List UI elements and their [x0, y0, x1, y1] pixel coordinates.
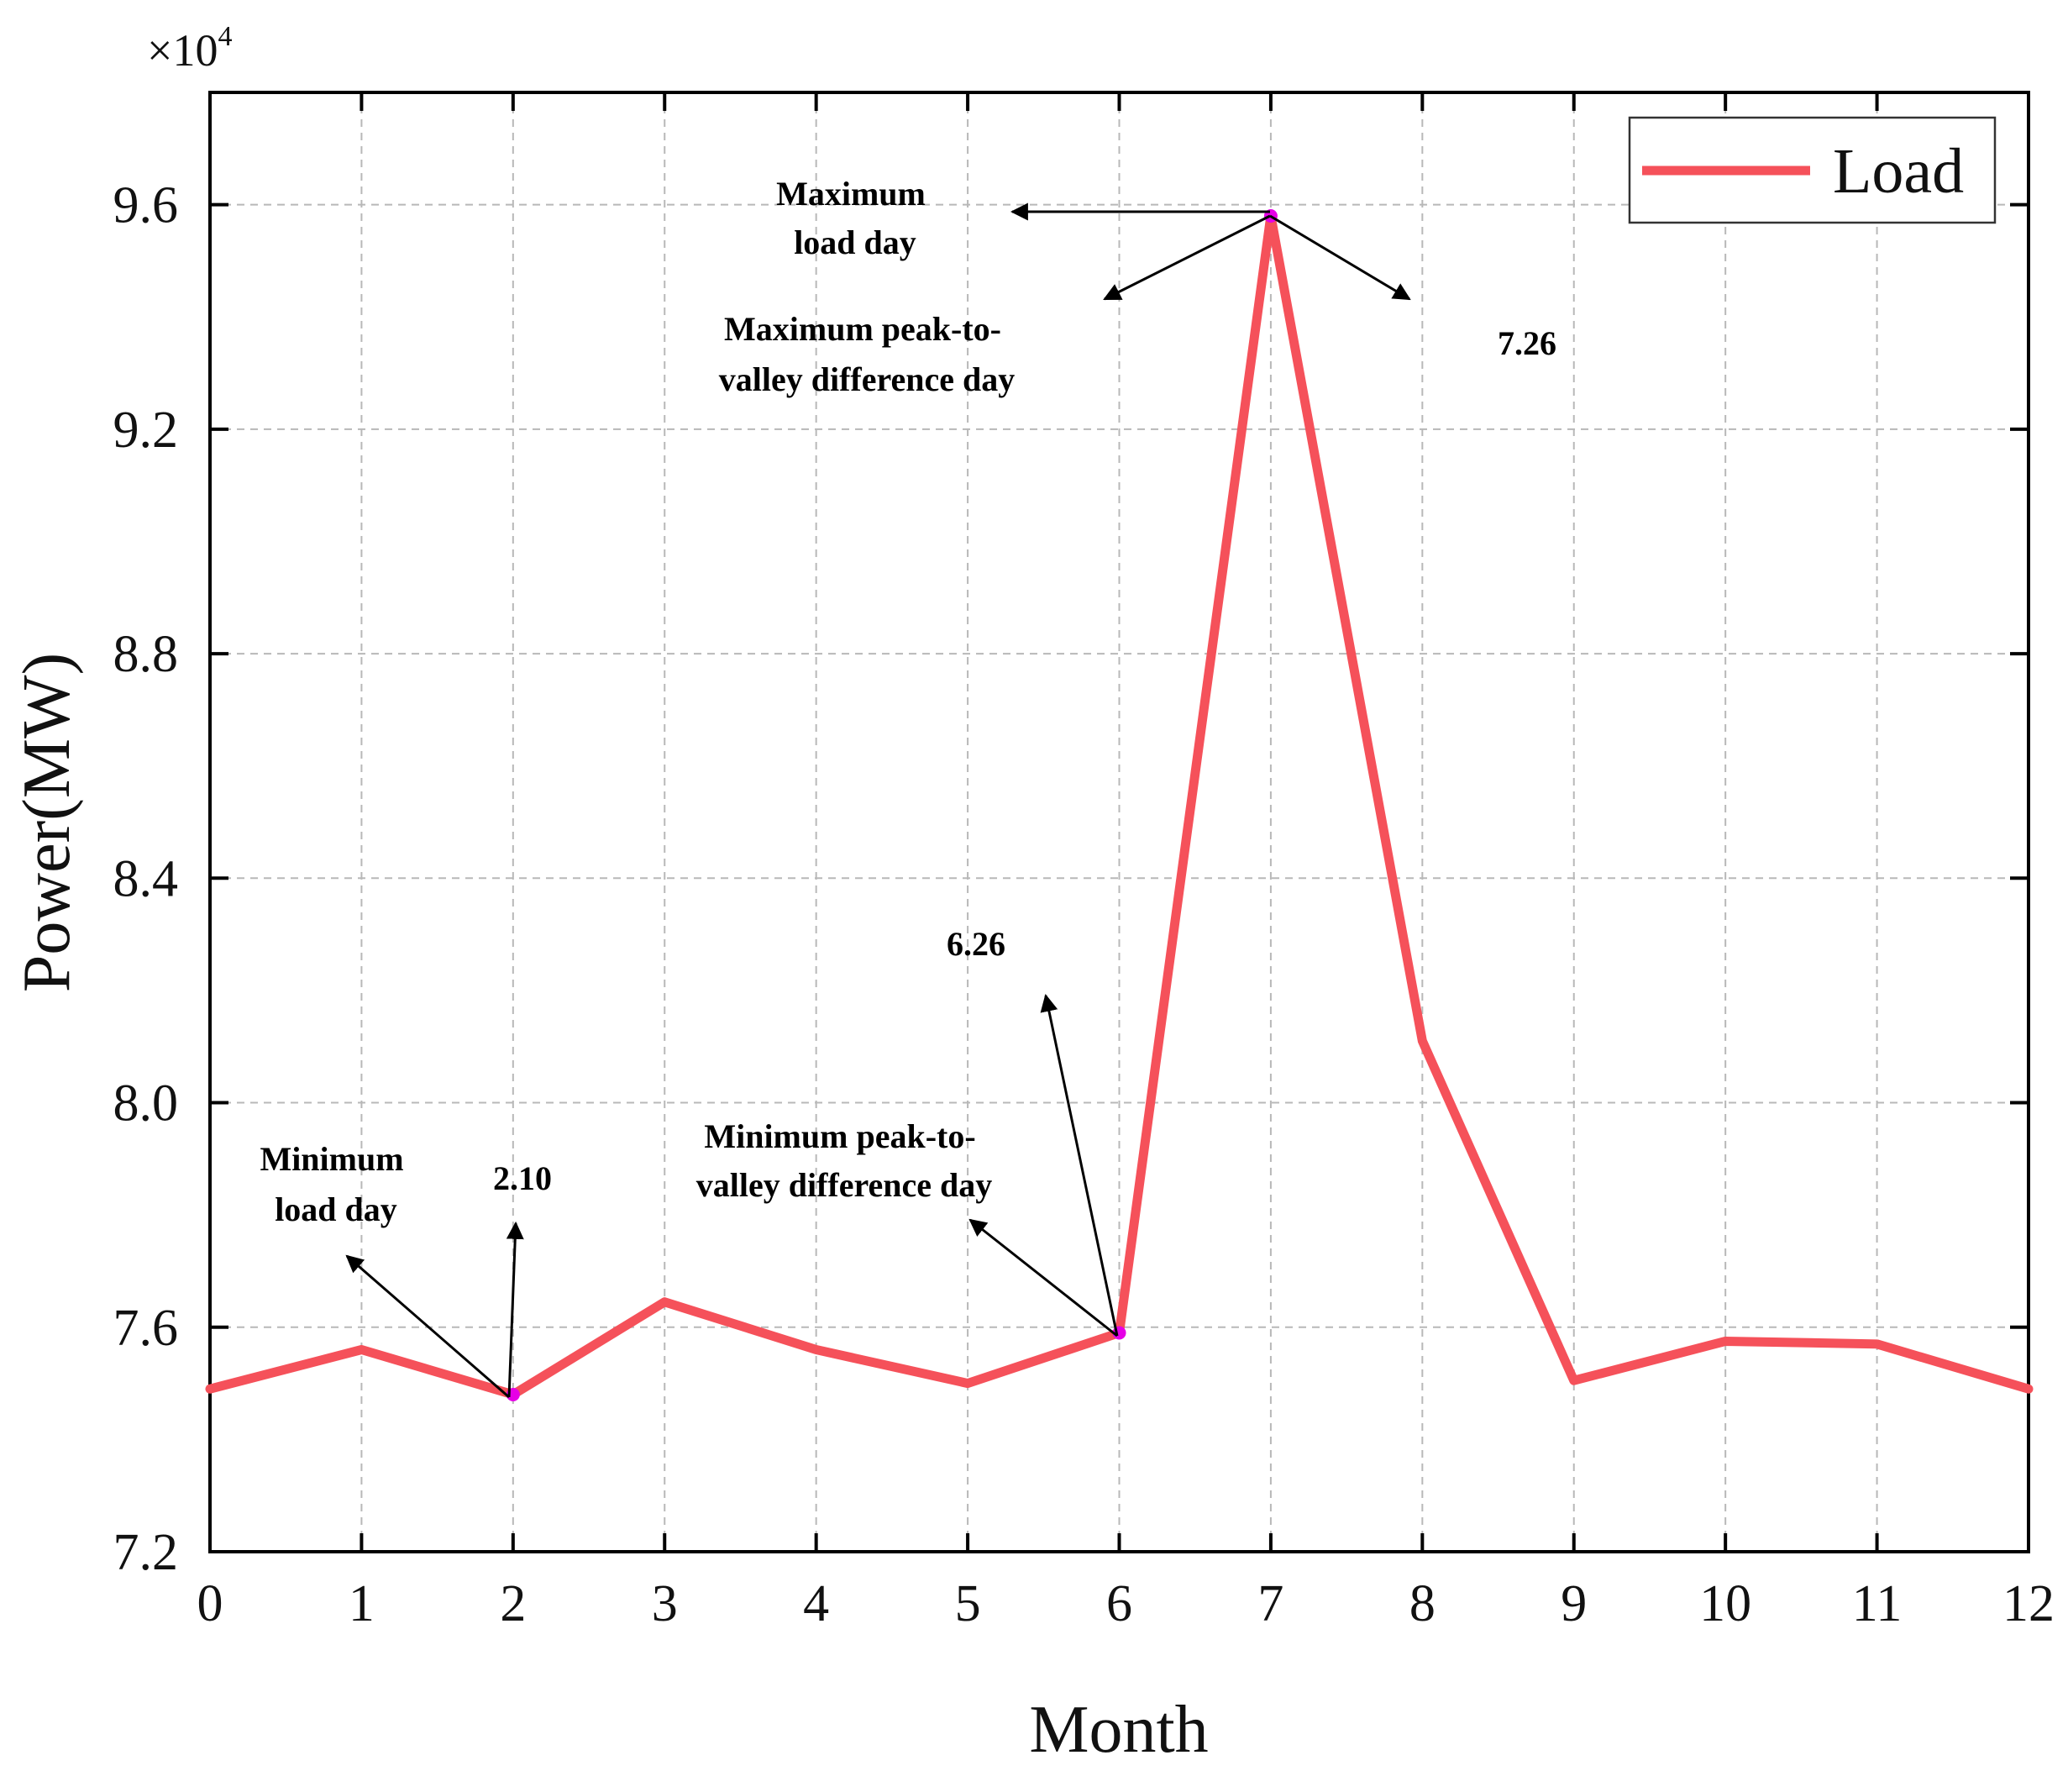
- x-tick-label: 7: [1257, 1575, 1283, 1632]
- x-tick-label: 1: [349, 1575, 375, 1632]
- x-tick-label: 4: [803, 1575, 829, 1632]
- x-tick-label: 9: [1561, 1575, 1587, 1632]
- arrow-to-maximum-peak-valley-day: [1103, 214, 1271, 301]
- arrow-to-label-7-26: [1269, 214, 1411, 301]
- x-tick-label: 3: [652, 1575, 678, 1632]
- x-tick-label: 12: [2002, 1575, 2055, 1632]
- y-multiplier: ×104: [147, 21, 232, 76]
- annotation-2-10: 2.10: [493, 1159, 552, 1197]
- x-axis-title: Month: [1029, 1693, 1208, 1767]
- annotations: Maximum load day Maximum peak-to- valley…: [260, 175, 1556, 1228]
- y-tick-label: 8.8: [113, 626, 179, 683]
- y-tick-label: 8.4: [113, 850, 179, 907]
- legend-label-load: Load: [1833, 136, 1964, 207]
- arrow-to-minimum-peak-valley-day: [968, 1218, 1118, 1337]
- y-tick-labels: 7.2 7.6 8.0 8.4 8.8 9.2 9.6: [113, 177, 179, 1581]
- annotation-maximum-peak-valley-day: Maximum peak-to- valley difference day: [719, 310, 1016, 398]
- annotation-arrows: [345, 202, 1411, 1399]
- arrow-to-label-2-10: [506, 1221, 524, 1398]
- plot-frame: [208, 91, 2030, 1553]
- x-tick-labels: 0 1 2 3 4 5 6 7 8 9 10 11 12: [197, 1575, 2055, 1632]
- y-axis-title: Power(MW): [10, 653, 84, 992]
- x-tick-label: 5: [955, 1575, 981, 1632]
- x-tick-label: 6: [1106, 1575, 1132, 1632]
- arrow-to-label-6-26: [1040, 993, 1119, 1337]
- y-tick-label: 7.6: [113, 1300, 179, 1357]
- annotation-maximum-load-day: Maximum load day: [776, 175, 934, 261]
- annotation-6-26: 6.26: [947, 925, 1005, 963]
- x-tick-label: 0: [197, 1575, 223, 1632]
- x-tick-label: 8: [1409, 1575, 1436, 1632]
- arrow-to-minimum-load-day: [345, 1254, 510, 1399]
- annotation-minimum-load-day: Minimum load day: [260, 1140, 412, 1228]
- grid-lines: [210, 92, 2029, 1552]
- x-tick-label: 2: [500, 1575, 526, 1632]
- annotation-7-26: 7.26: [1498, 324, 1556, 362]
- y-tick-label: 9.2: [113, 402, 179, 459]
- annotation-minimum-peak-valley-day: Minimum peak-to- valley difference day: [696, 1117, 993, 1204]
- y-tick-label: 7.2: [113, 1524, 179, 1581]
- x-tick-label: 10: [1699, 1575, 1751, 1632]
- y-tick-label: 8.0: [113, 1075, 179, 1132]
- y-tick-label: 9.6: [113, 177, 179, 234]
- x-tick-label: 11: [1852, 1575, 1903, 1632]
- legend: Load: [1628, 116, 1997, 224]
